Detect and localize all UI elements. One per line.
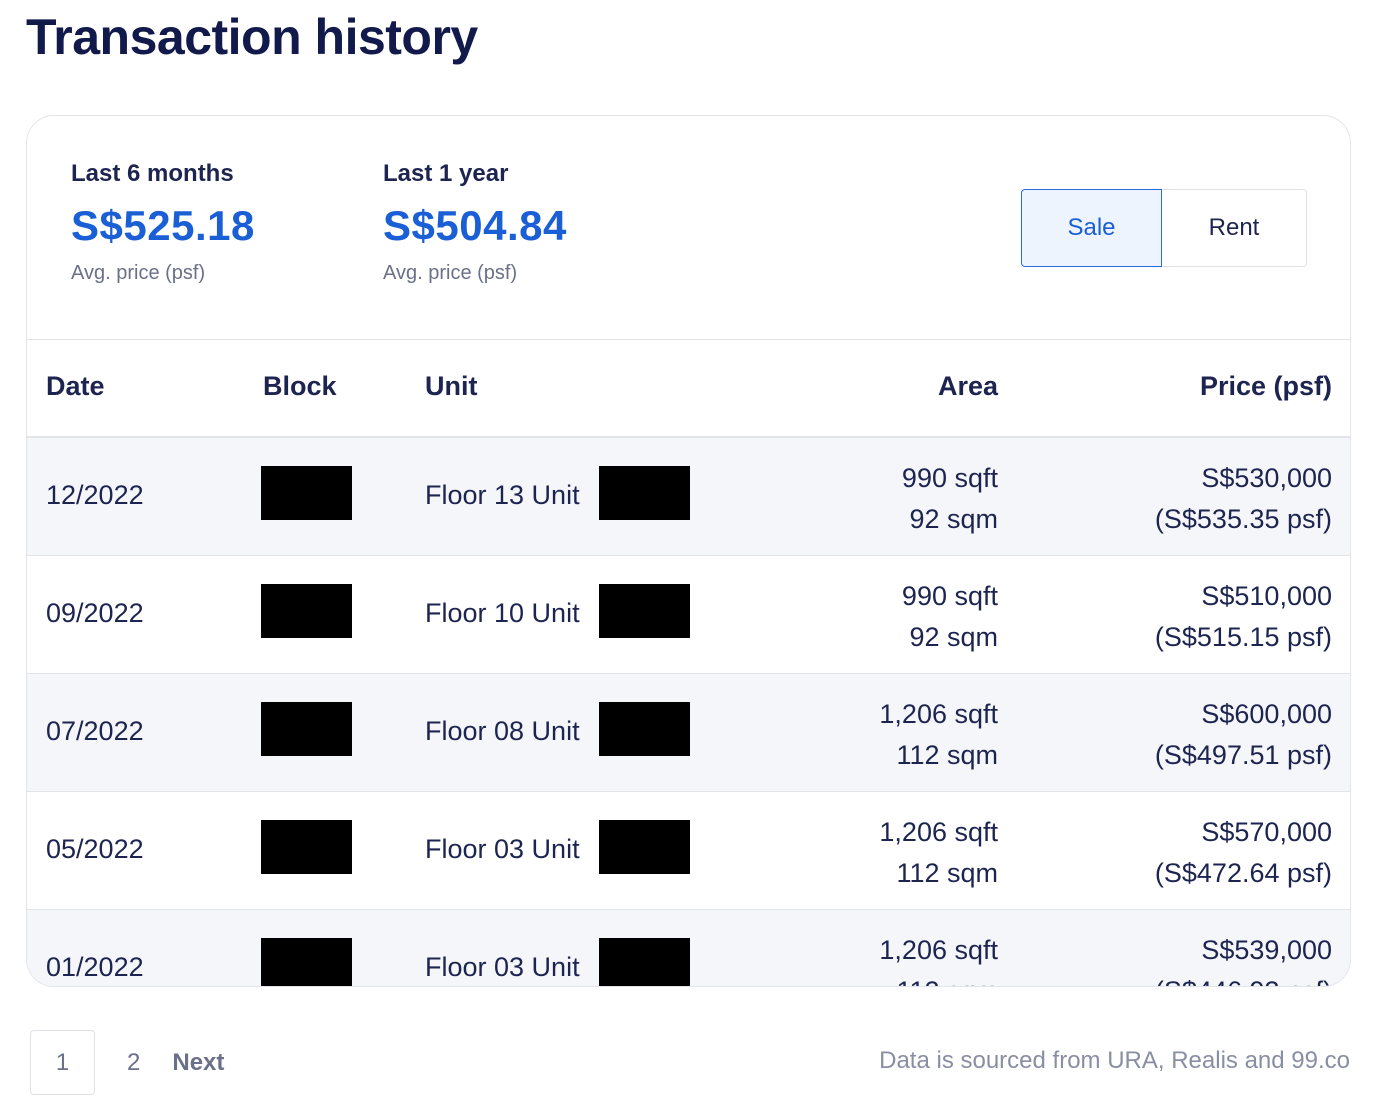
redacted-block bbox=[261, 820, 352, 874]
price-psf: (S$497.51 psf) bbox=[1154, 740, 1332, 770]
area-sqm: 112 sqm bbox=[879, 971, 998, 986]
area-sqm: 112 sqm bbox=[896, 740, 998, 770]
data-source-note: Data is sourced from URA, Realis and 99.… bbox=[879, 1047, 1350, 1074]
table-row: 07/2022 Floor 08 Unit 1,206 sqft 112 sqm… bbox=[27, 674, 1350, 792]
price-psf: (S$446.93 psf) bbox=[1155, 971, 1332, 986]
rent-toggle-button[interactable]: Rent bbox=[1162, 189, 1307, 267]
redacted-block bbox=[261, 584, 352, 638]
row-unit: Floor 03 Unit bbox=[425, 834, 580, 864]
column-header-unit: Unit bbox=[425, 371, 478, 401]
column-header-block: Block bbox=[263, 371, 337, 401]
redacted-unit bbox=[599, 820, 690, 874]
area-sqm: 112 sqm bbox=[896, 858, 998, 888]
table-row: 01/2022 Floor 03 Unit 1,206 sqft 112 sqm… bbox=[27, 910, 1350, 986]
stat-caption: Avg. price (psf) bbox=[71, 262, 206, 284]
table-header: Date Block Unit Area Price (psf) bbox=[27, 340, 1350, 438]
price-summary: Last 6 months S$525.18 Avg. price (psf) … bbox=[27, 116, 1350, 340]
column-header-area: Area bbox=[937, 371, 998, 401]
page-2-link[interactable]: 2 bbox=[127, 1048, 141, 1076]
price-total: S$539,000 bbox=[1201, 935, 1332, 965]
redacted-unit bbox=[599, 938, 690, 986]
area-sqft: 990 sqft bbox=[901, 463, 998, 493]
row-area: 1,206 sqft 112 sqm bbox=[879, 930, 998, 986]
redacted-block bbox=[261, 466, 352, 520]
price-psf: (S$535.35 psf) bbox=[1154, 504, 1332, 534]
price-psf: (S$472.64 psf) bbox=[1154, 858, 1332, 888]
price-total: S$510,000 bbox=[1201, 581, 1332, 611]
stat-period-label: Last 1 year bbox=[383, 160, 509, 187]
redacted-unit bbox=[599, 702, 690, 756]
row-price: S$530,000 (S$535.35 psf) bbox=[1155, 458, 1332, 540]
row-date: 07/2022 bbox=[46, 716, 144, 746]
row-date: 09/2022 bbox=[46, 598, 144, 628]
table-row: 12/2022 Floor 13 Unit 990 sqft 92 sqm S$… bbox=[27, 438, 1350, 556]
sale-rent-toggle: Sale Rent bbox=[1021, 189, 1307, 267]
row-price: S$600,000 (S$497.51 psf) bbox=[1155, 694, 1332, 776]
table-row: 05/2022 Floor 03 Unit 1,206 sqft 112 sqm… bbox=[27, 792, 1350, 910]
row-area: 990 sqft 92 sqm bbox=[902, 576, 998, 658]
stat-last-1-year: Last 1 year S$504.84 Avg. price (psf) bbox=[383, 160, 567, 285]
column-header-date: Date bbox=[46, 371, 105, 401]
area-sqft: 1,206 sqft bbox=[879, 699, 998, 729]
stat-value: S$504.84 bbox=[383, 202, 567, 249]
column-header-price: Price (psf) bbox=[1199, 371, 1332, 401]
table-body: 12/2022 Floor 13 Unit 990 sqft 92 sqm S$… bbox=[27, 438, 1350, 986]
row-price: S$570,000 (S$472.64 psf) bbox=[1155, 812, 1332, 894]
stat-caption: Avg. price (psf) bbox=[383, 262, 518, 284]
table-row: 09/2022 Floor 10 Unit 990 sqft 92 sqm S$… bbox=[27, 556, 1350, 674]
transaction-card: Last 6 months S$525.18 Avg. price (psf) … bbox=[26, 115, 1351, 987]
row-unit: Floor 03 Unit bbox=[425, 952, 580, 982]
price-psf: (S$515.15 psf) bbox=[1154, 622, 1332, 652]
pagination: 1 2 Next bbox=[30, 1030, 224, 1095]
row-date: 01/2022 bbox=[46, 952, 144, 982]
page-title: Transaction history bbox=[26, 9, 478, 65]
page-1-button[interactable]: 1 bbox=[30, 1030, 95, 1095]
redacted-unit bbox=[599, 584, 690, 638]
redacted-block bbox=[261, 702, 352, 756]
redacted-block bbox=[261, 938, 352, 986]
stat-value: S$525.18 bbox=[71, 202, 255, 249]
stat-last-6-months: Last 6 months S$525.18 Avg. price (psf) bbox=[71, 160, 255, 285]
row-unit: Floor 13 Unit bbox=[425, 480, 580, 510]
row-price: S$539,000 (S$446.93 psf) bbox=[1155, 930, 1332, 986]
sale-toggle-button[interactable]: Sale bbox=[1021, 189, 1162, 267]
price-total: S$530,000 bbox=[1201, 463, 1332, 493]
row-price: S$510,000 (S$515.15 psf) bbox=[1155, 576, 1332, 658]
area-sqft: 1,206 sqft bbox=[879, 935, 998, 965]
row-unit: Floor 08 Unit bbox=[425, 716, 580, 746]
stat-period-label: Last 6 months bbox=[71, 160, 234, 187]
row-date: 05/2022 bbox=[46, 834, 144, 864]
row-area: 1,206 sqft 112 sqm bbox=[879, 812, 998, 894]
row-area: 1,206 sqft 112 sqm bbox=[879, 694, 998, 776]
area-sqft: 990 sqft bbox=[901, 581, 998, 611]
next-page-link[interactable]: Next bbox=[172, 1048, 225, 1076]
row-unit: Floor 10 Unit bbox=[425, 598, 580, 628]
price-total: S$570,000 bbox=[1201, 817, 1332, 847]
row-date: 12/2022 bbox=[46, 480, 144, 510]
redacted-unit bbox=[599, 466, 690, 520]
area-sqm: 92 sqm bbox=[909, 622, 998, 652]
price-total: S$600,000 bbox=[1201, 699, 1332, 729]
row-area: 990 sqft 92 sqm bbox=[902, 458, 998, 540]
area-sqft: 1,206 sqft bbox=[879, 817, 998, 847]
area-sqm: 92 sqm bbox=[909, 504, 998, 534]
